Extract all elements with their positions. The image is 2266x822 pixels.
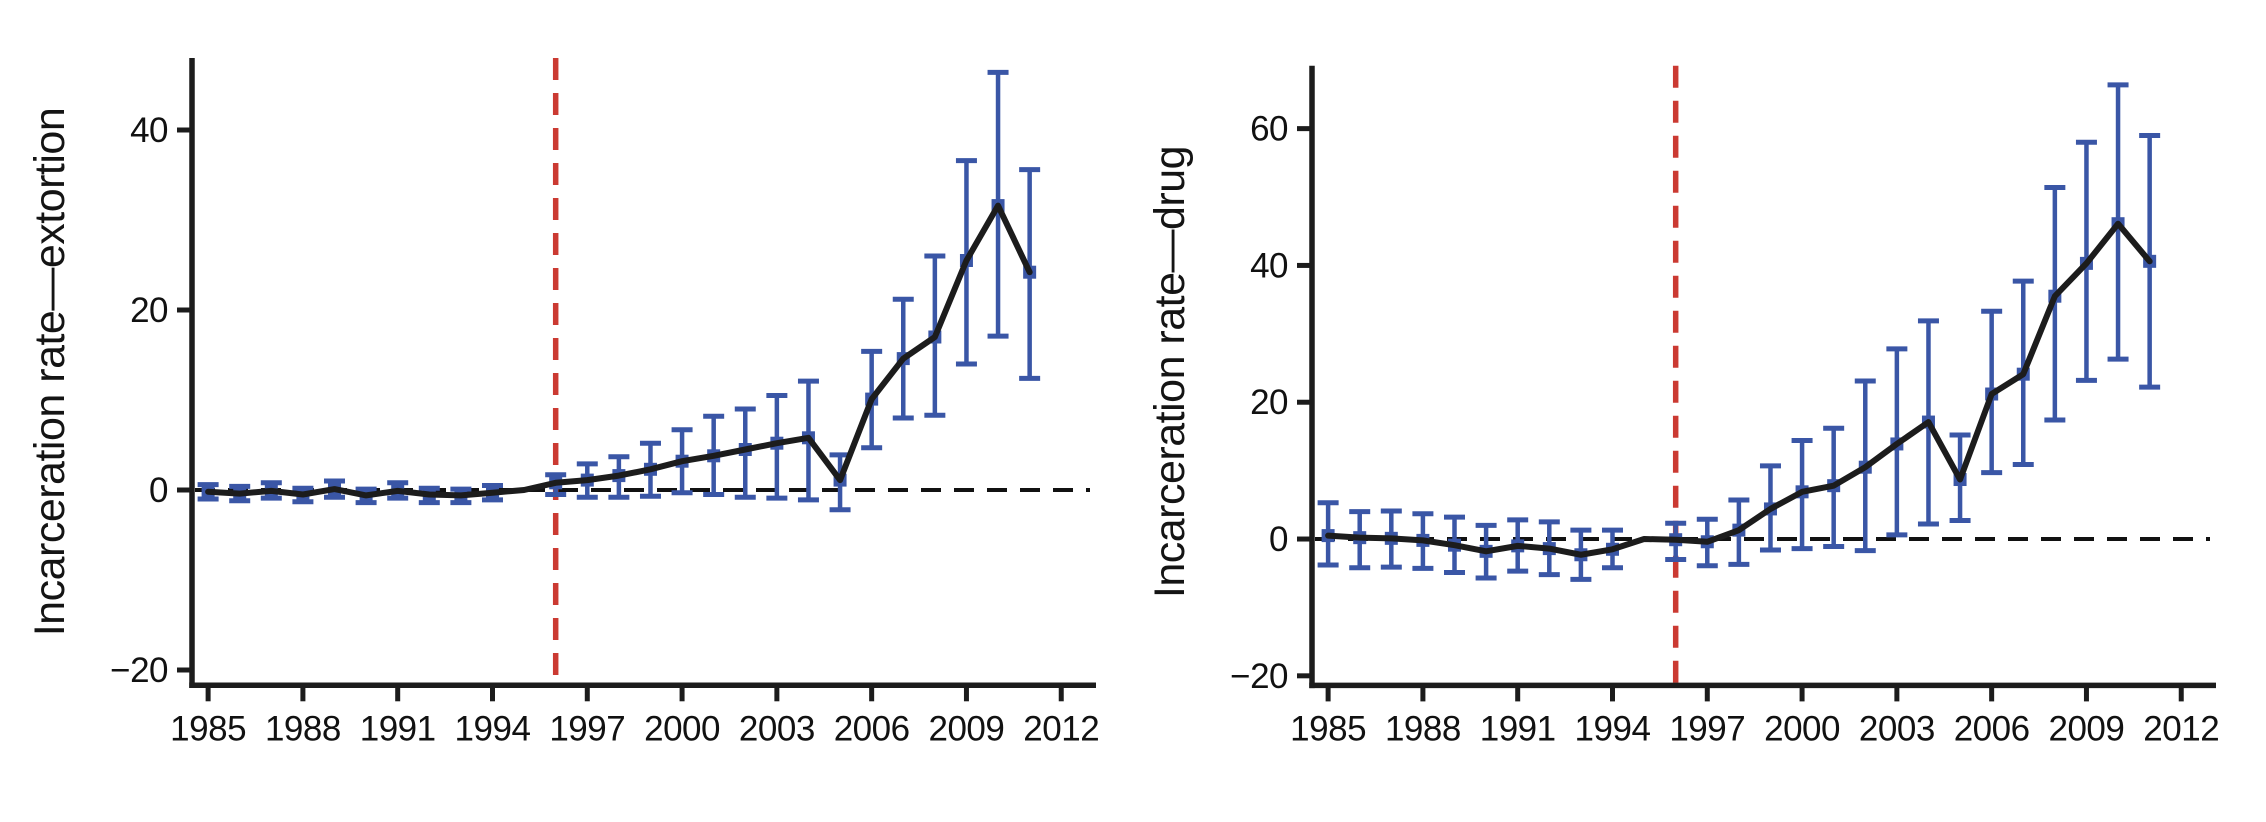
x-tick-label: 1997 [1669,709,1745,748]
x-tick-label: 2009 [2049,709,2125,748]
estimate-line [1325,220,2153,558]
x-tick-label: 1997 [549,709,625,748]
x-tick-label: 1988 [1385,709,1461,748]
x-tick-label: 2006 [834,709,910,748]
y-tick-label: 20 [1250,383,1288,422]
x-tick-label: 2012 [2143,709,2219,748]
x-tick-label: 1985 [1290,709,1366,748]
y-tick-label: 20 [130,291,168,330]
y-tick-label: 40 [1250,246,1288,285]
drug-chart-panel: −20 0 20 40 60 1985 1988 1991 1994 1997 2000 2003 20… [1230,65,2220,748]
y-axis-title-drug: Incarceration rate—drug [1146,145,1194,599]
x-tick-label: 2000 [1764,709,1840,748]
y-tick-label: 60 [1250,110,1288,149]
x-tick-label: 1991 [360,709,436,748]
x-tick-label: 2003 [1859,709,1935,748]
y-tick-label: 0 [1269,520,1288,559]
x-tick-label: 1994 [455,709,531,748]
x-tick-label: 2000 [644,709,720,748]
x-tick-label: 1985 [170,709,246,748]
extortion-chart-panel: −20 0 20 40 1985 1988 1991 1994 1997 2000 2003 2006… [110,58,1100,748]
y-tick-label: 0 [149,471,168,510]
x-tick-label: 1988 [265,709,341,748]
y-tick-label: −20 [1230,657,1288,696]
x-tick-label: 2006 [1954,709,2030,748]
x-tick-label: 2009 [929,709,1005,748]
estimate-line [205,202,1033,499]
x-tick-label: 2012 [1023,709,1099,748]
x-tick-label: 1991 [1480,709,1556,748]
x-tick-label: 1994 [1575,709,1651,748]
y-tick-label: −20 [110,651,168,690]
y-axis-title-extortion: Incarceration rate—extortion [26,107,74,637]
x-tick-label: 2003 [739,709,815,748]
y-tick-label: 40 [130,111,168,150]
